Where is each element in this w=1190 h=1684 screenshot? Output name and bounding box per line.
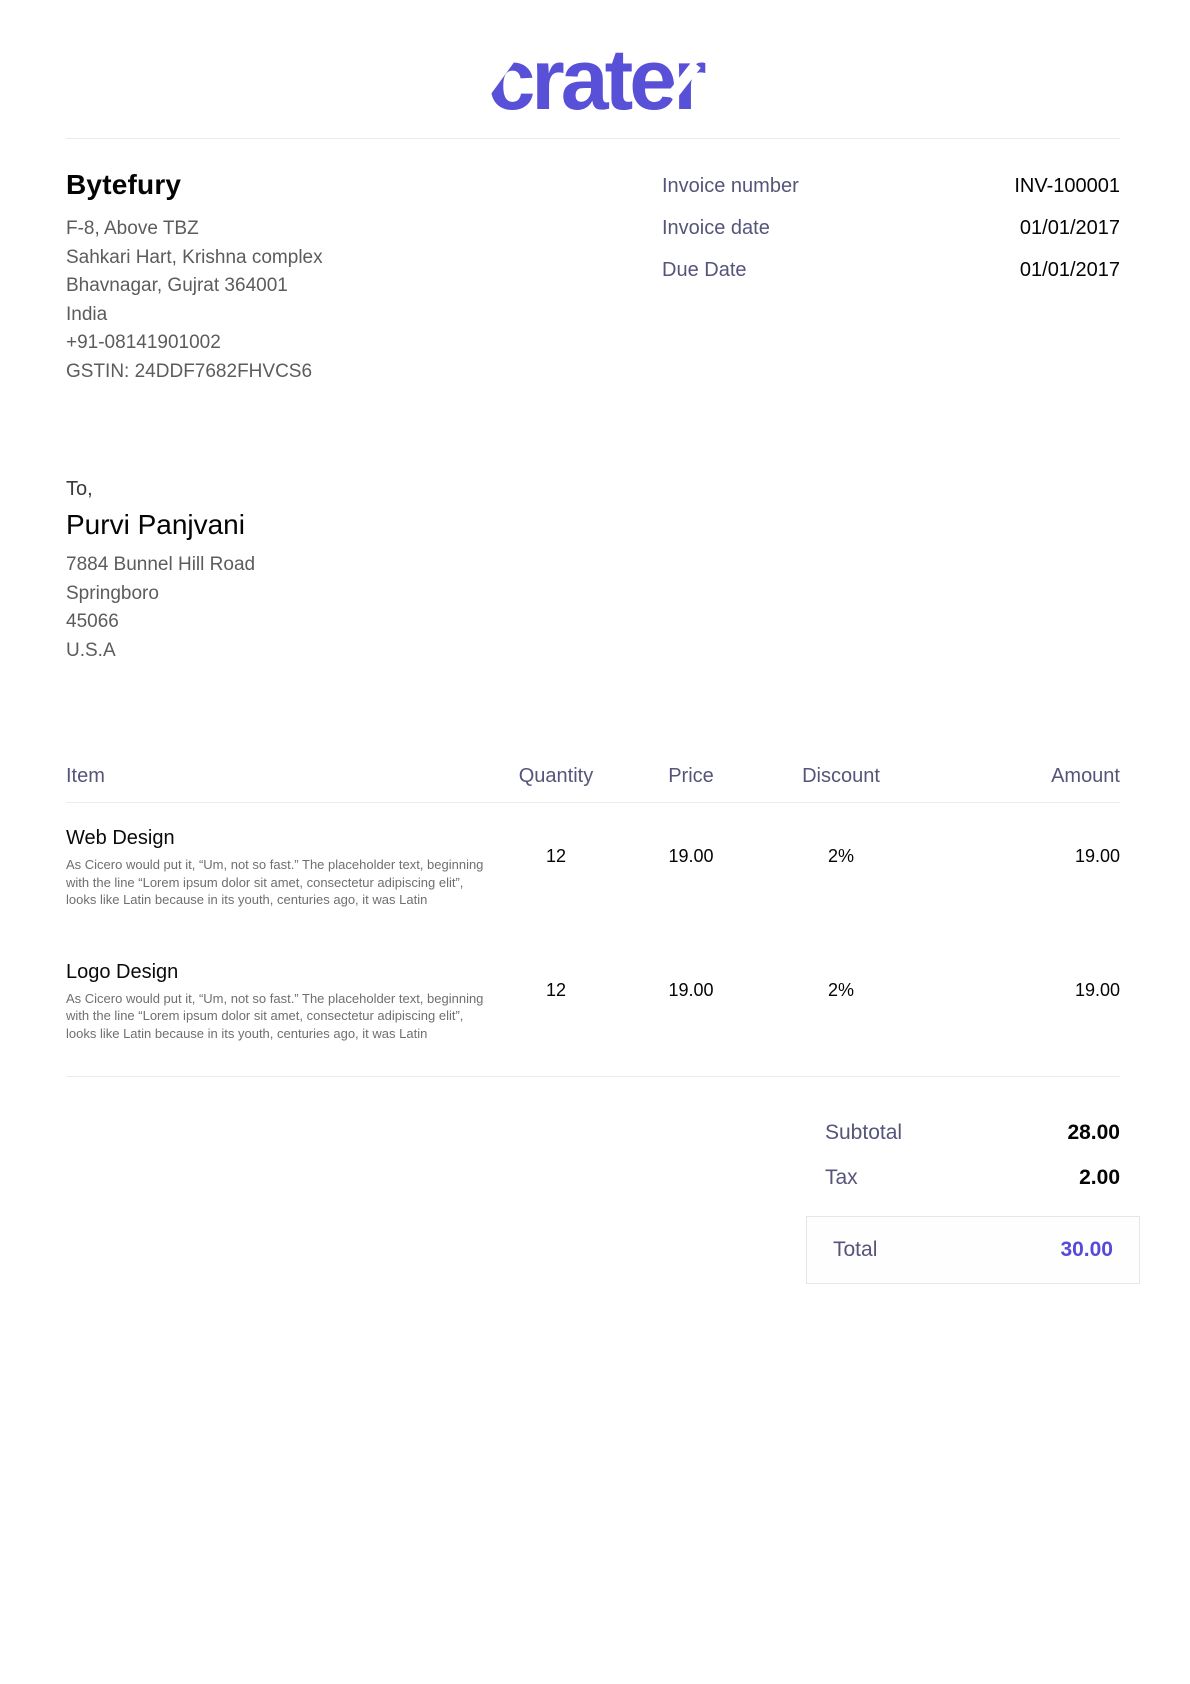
seller-address-line: Sahkari Hart, Krishna complex	[66, 246, 323, 268]
buyer-address-line: Springboro	[66, 582, 159, 604]
item-price: 19.00	[668, 979, 714, 1000]
to-label: To,	[66, 478, 93, 500]
item-cell: Web Design As Cicero would put it, “Um, …	[66, 825, 486, 909]
header-section: Bytefury F-8, Above TBZ Sahkari Hart, Kr…	[66, 169, 1120, 386]
tax-value: 2.00	[1079, 1166, 1120, 1189]
table-row: Logo Design As Cicero would put it, “Um,…	[66, 937, 1120, 1071]
column-header-item: Item	[66, 765, 105, 787]
table-row: Web Design As Cicero would put it, “Um, …	[66, 803, 1120, 937]
crater-logo: crater	[477, 32, 707, 128]
item-name: Logo Design	[66, 960, 179, 983]
item-discount: 2%	[827, 846, 854, 866]
column-header-price: Price	[668, 765, 714, 787]
header-divider	[66, 138, 1120, 139]
items-table-header: Item Quantity Price Discount Amount	[66, 765, 1120, 803]
buyer-address-line: 7884 Bunnel Hill Road	[66, 554, 256, 575]
item-amount: 19.00	[1074, 979, 1120, 1000]
seller-block: Bytefury F-8, Above TBZ Sahkari Hart, Kr…	[66, 169, 323, 386]
buyer-block: To, Purvi Panjvani 7884 Bunnel Hill Road…	[66, 478, 1120, 665]
invoice-number-label: Invoice number	[662, 175, 799, 197]
column-header-discount: Discount	[802, 765, 880, 787]
item-quantity: 12	[545, 979, 567, 1000]
seller-address-line: Bhavnagar, Gujrat 364001	[66, 275, 288, 296]
totals-rows: Subtotal 28.00 Tax 2.00	[825, 1121, 1120, 1190]
logo-container: crater	[0, 0, 1190, 138]
column-header-quantity: Quantity	[518, 765, 594, 787]
column-header-amount: Amount	[1051, 765, 1120, 787]
items-table: Item Quantity Price Discount Amount Web …	[66, 765, 1120, 1077]
buyer-address-line: 45066	[66, 611, 119, 632]
invoice-date-value: 01/01/2017	[1019, 217, 1120, 239]
seller-address-line: F-8, Above TBZ	[66, 218, 199, 239]
subtotal-row: Subtotal 28.00	[825, 1121, 1120, 1145]
item-description: As Cicero would put it, “Um, not so fast…	[66, 857, 484, 907]
invoice-meta-block: Invoice number INV-100001 Invoice date 0…	[662, 169, 1120, 386]
due-date-value: 01/01/2017	[1019, 259, 1120, 281]
due-date-row: Due Date 01/01/2017	[662, 259, 1120, 282]
seller-name: Bytefury	[66, 169, 182, 200]
tax-row: Tax 2.00	[825, 1166, 1120, 1190]
item-price: 19.00	[668, 846, 714, 866]
seller-gstin: GSTIN: 24DDF7682FHVCS6	[66, 360, 313, 382]
invoice-number-row: Invoice number INV-100001	[662, 175, 1120, 198]
seller-address-line: India	[66, 303, 108, 325]
item-name: Web Design	[66, 827, 175, 849]
items-bottom-divider	[66, 1076, 1120, 1077]
tax-label: Tax	[825, 1166, 858, 1189]
total-label: Total	[833, 1238, 878, 1261]
total-box: Total 30.00	[806, 1216, 1140, 1284]
item-quantity: 12	[545, 846, 567, 866]
subtotal-label: Subtotal	[825, 1121, 903, 1144]
invoice-date-row: Invoice date 01/01/2017	[662, 217, 1120, 240]
item-description: As Cicero would put it, “Um, not so fast…	[66, 990, 484, 1041]
invoice-date-label: Invoice date	[662, 217, 770, 239]
buyer-name: Purvi Panjvani	[66, 509, 245, 540]
subtotal-value: 28.00	[1067, 1121, 1120, 1144]
item-discount: 2%	[827, 979, 854, 1000]
total-value: 30.00	[1060, 1238, 1113, 1261]
totals-block: Subtotal 28.00 Tax 2.00 Total 30.00	[66, 1121, 1140, 1284]
buyer-address-line: U.S.A	[66, 639, 116, 661]
item-cell: Logo Design As Cicero would put it, “Um,…	[66, 959, 486, 1043]
due-date-label: Due Date	[662, 259, 747, 281]
item-amount: 19.00	[1074, 846, 1120, 866]
invoice-number-value: INV-100001	[1014, 175, 1120, 197]
crater-logo-text: crater	[487, 32, 706, 128]
seller-phone: +91-08141901002	[66, 332, 221, 353]
